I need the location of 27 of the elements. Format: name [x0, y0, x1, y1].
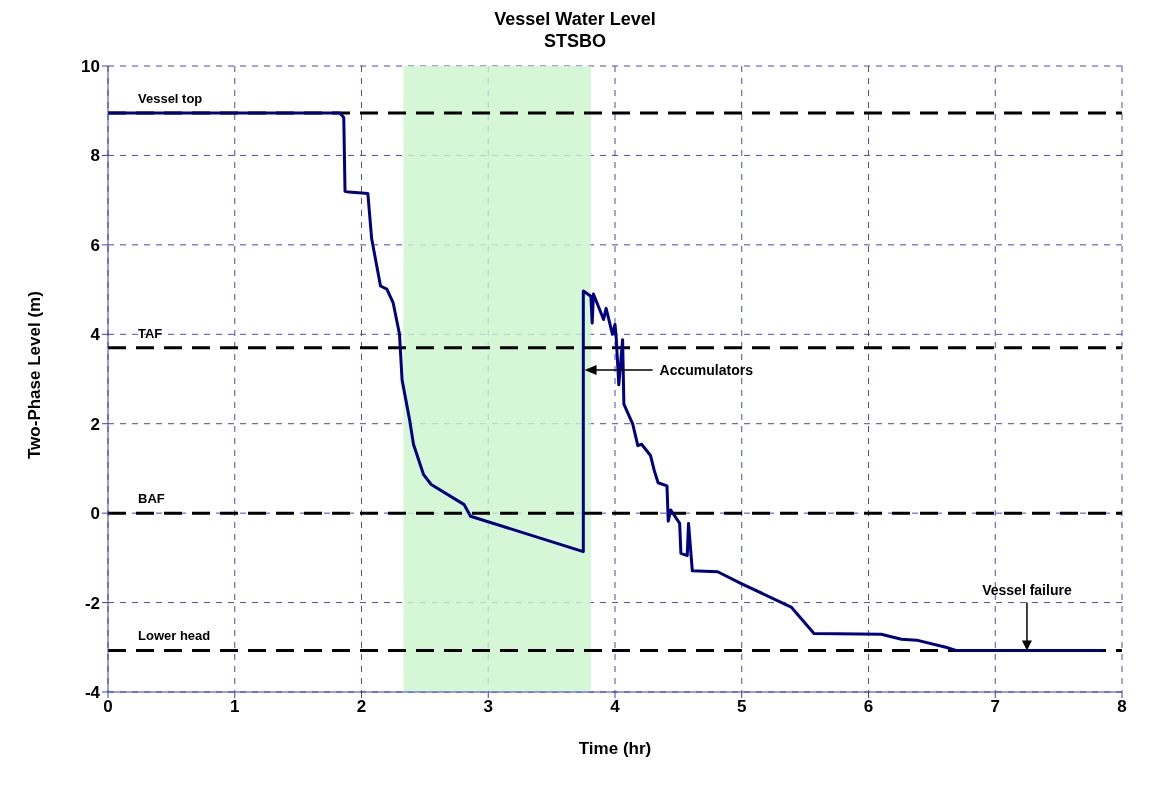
x-tick-label: 4 — [610, 697, 621, 717]
x-tick-label: 5 — [737, 697, 747, 717]
annotation: Vessel failure — [982, 582, 1072, 599]
y-tick-label: 10 — [81, 57, 100, 77]
chart-subtitle: STSBO — [543, 30, 607, 52]
y-tick-label: 0 — [90, 504, 100, 524]
chart-title: Vessel Water Level — [493, 8, 657, 30]
x-axis-title: Time (hr) — [578, 739, 652, 758]
ref-line-label: TAF — [138, 325, 163, 341]
y-tick-label: -2 — [84, 593, 100, 613]
ref-line-label: BAF — [138, 491, 165, 507]
annotation: Accumulators — [659, 362, 754, 379]
y-tick-label: 4 — [90, 325, 101, 345]
x-tick-label: 3 — [483, 697, 493, 717]
ref-line-label: Lower head — [138, 628, 211, 644]
ref-line-label: Vessel top — [138, 90, 203, 106]
y-tick-label: 6 — [90, 235, 100, 255]
y-tick-label: 2 — [90, 414, 100, 434]
y-axis-title: Two-Phase Level (m) — [25, 291, 45, 459]
x-tick-label: 8 — [1117, 697, 1127, 717]
x-tick-label: 6 — [863, 697, 874, 717]
line-series — [108, 111, 1105, 652]
x-tick-label: 7 — [990, 697, 1000, 717]
y-tick-label: 8 — [90, 146, 100, 166]
x-tick-label: 1 — [230, 697, 240, 717]
y-tick-label: -4 — [84, 683, 101, 703]
x-tick-label: 2 — [356, 697, 367, 717]
